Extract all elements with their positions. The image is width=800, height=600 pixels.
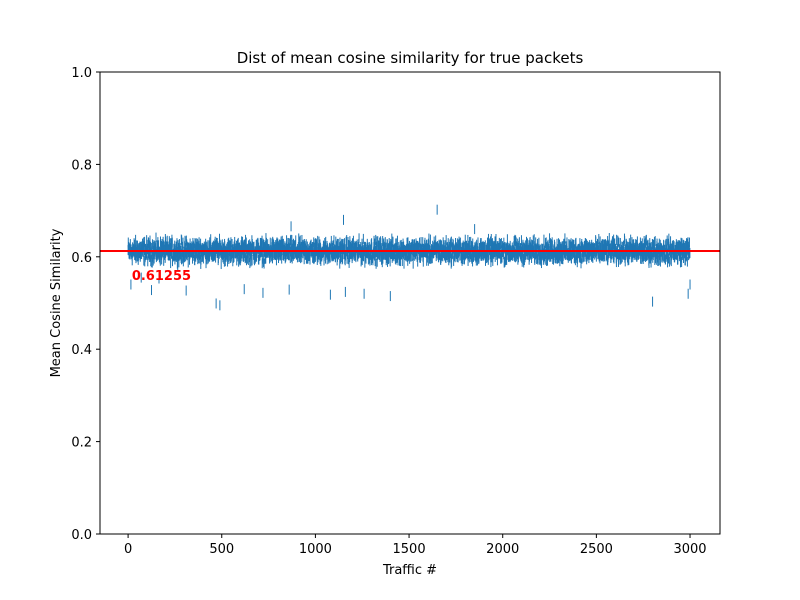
y-axis-ticks: 0.0 0.2 0.4 0.6 0.8 1.0 <box>71 66 100 543</box>
y-tick-label: 0.0 <box>71 528 92 543</box>
x-axis-ticks: 0 500 1000 1500 2000 2500 3000 <box>124 534 707 557</box>
y-tick-label: 0.6 <box>71 251 92 266</box>
chart-title: Dist of mean cosine similarity for true … <box>237 49 584 67</box>
x-tick-label: 500 <box>209 542 234 557</box>
x-tick-label: 1500 <box>393 542 426 557</box>
y-tick-label: 0.2 <box>71 436 92 451</box>
x-tick-label: 2000 <box>486 542 519 557</box>
x-tick-label: 1000 <box>299 542 332 557</box>
y-tick-label: 1.0 <box>71 66 92 81</box>
x-axis-title: Traffic # <box>382 563 437 578</box>
plot-area <box>100 72 720 534</box>
x-tick-label: 2500 <box>580 542 613 557</box>
reference-line-label: 0.61255 <box>132 269 191 284</box>
y-tick-label: 0.8 <box>71 158 92 173</box>
plot-frame <box>99 71 721 535</box>
y-axis-title: Mean Cosine Similarity <box>49 228 64 377</box>
x-tick-label: 3000 <box>673 542 706 557</box>
y-tick-label: 0.4 <box>71 343 92 358</box>
x-tick-label: 0 <box>124 542 132 557</box>
data-series <box>127 204 691 311</box>
